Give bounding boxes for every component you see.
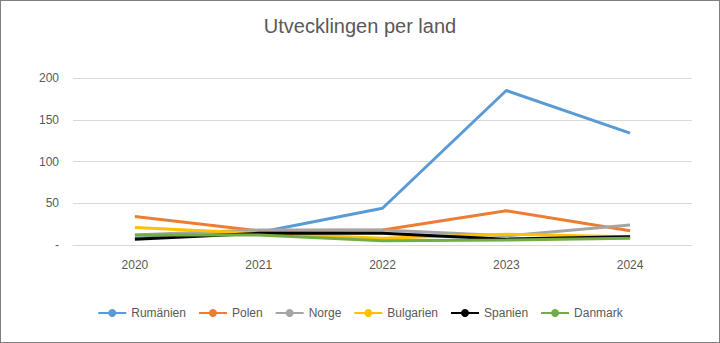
svg-text:Norge: Norge — [309, 306, 342, 320]
svg-text:Utvecklingen per land: Utvecklingen per land — [264, 15, 456, 37]
svg-text:Danmark: Danmark — [574, 306, 624, 320]
svg-text:200: 200 — [39, 71, 59, 85]
svg-text:2021: 2021 — [245, 258, 272, 272]
svg-text:150: 150 — [39, 113, 59, 127]
svg-text:2022: 2022 — [369, 258, 396, 272]
svg-text:100: 100 — [39, 155, 59, 169]
svg-text:Spanien: Spanien — [484, 306, 528, 320]
svg-text:50: 50 — [46, 196, 60, 210]
svg-text:2020: 2020 — [122, 258, 149, 272]
svg-text:2023: 2023 — [493, 258, 520, 272]
svg-text:-: - — [55, 238, 59, 252]
svg-text:Bulgarien: Bulgarien — [387, 306, 438, 320]
svg-text:Rumänien: Rumänien — [131, 306, 186, 320]
svg-text:Polen: Polen — [232, 306, 263, 320]
svg-text:2024: 2024 — [617, 258, 644, 272]
